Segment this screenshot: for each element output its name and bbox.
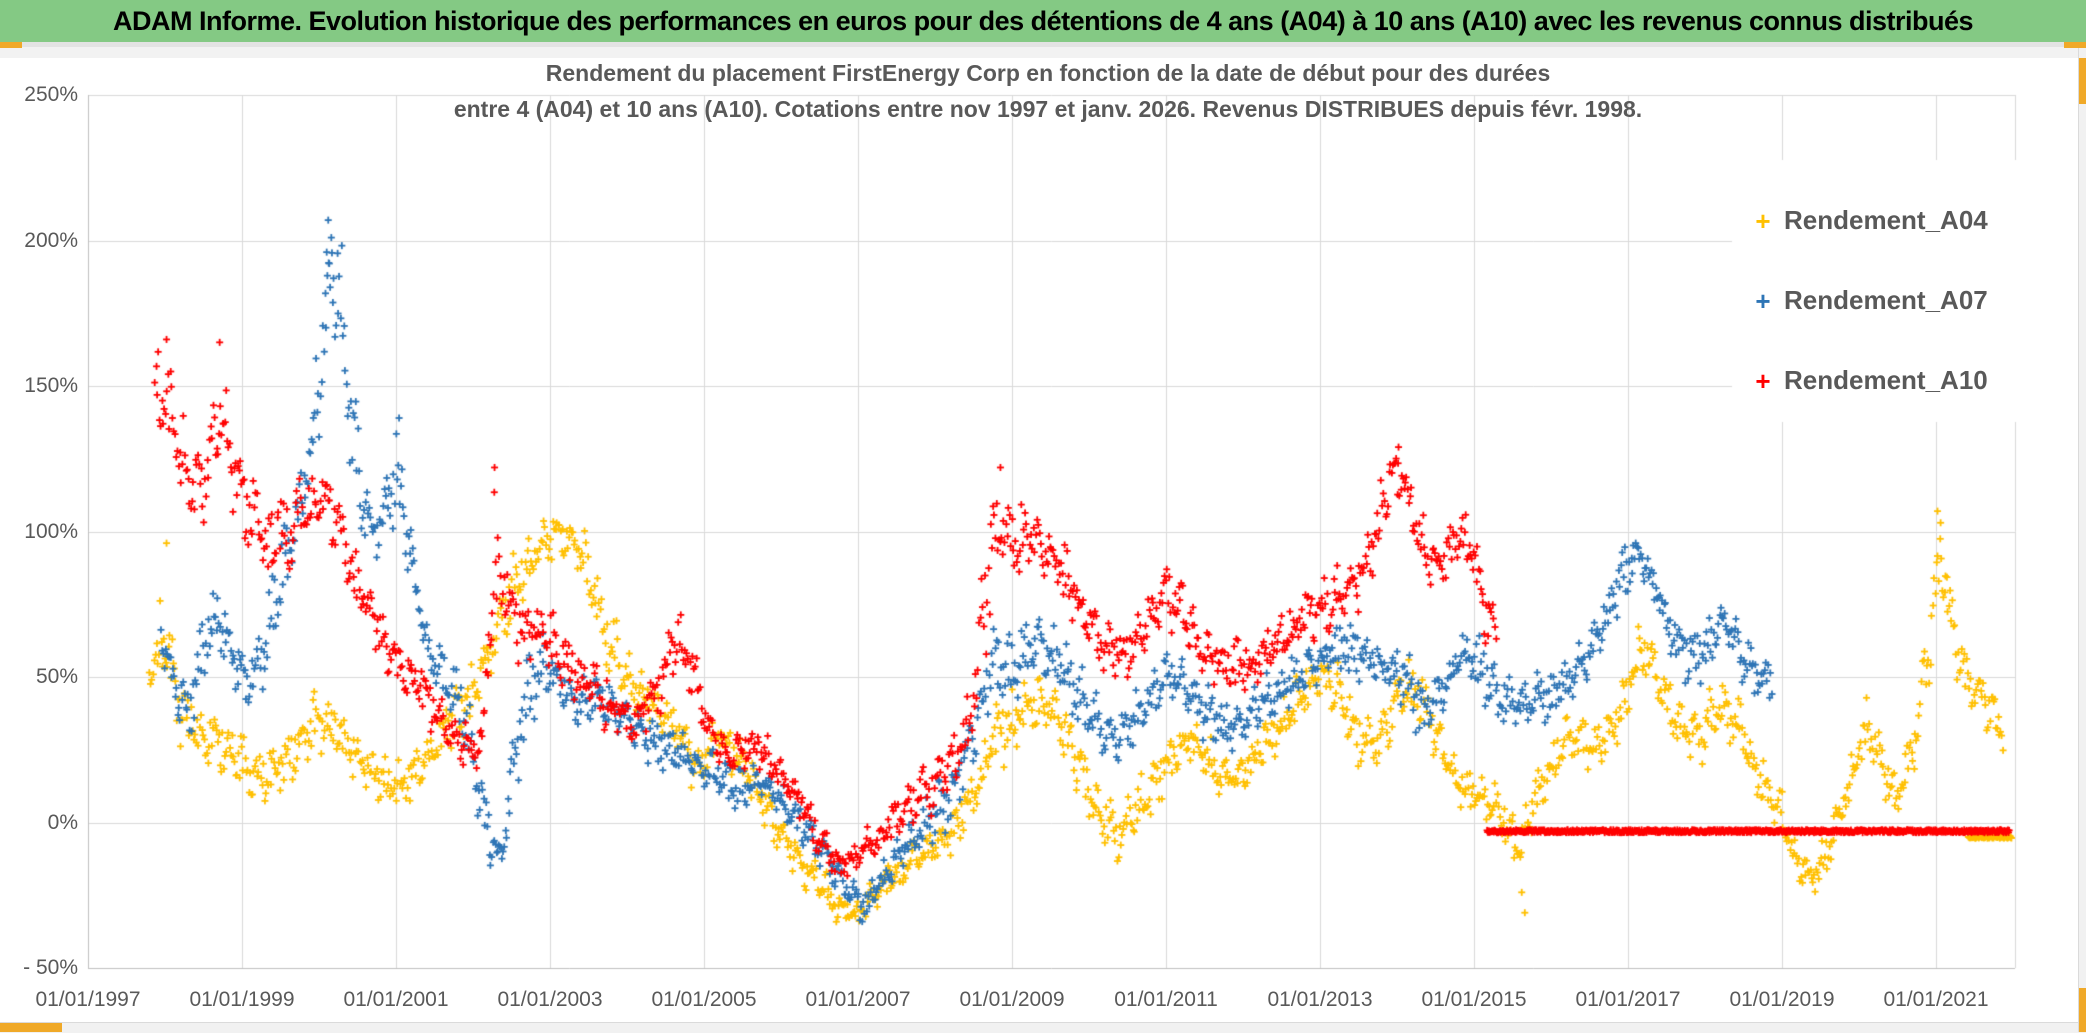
legend-plus-marker-icon: + (1755, 205, 1771, 236)
y-tick-label: - 50% (23, 956, 78, 979)
x-tick-label: 01/01/2015 (1421, 988, 1527, 1011)
horizontal-scrollbar-handle[interactable] (0, 1023, 62, 1032)
page-title: ADAM Informe. Evolution historique des p… (112, 5, 1974, 36)
legend-item-rendement_a04[interactable]: + Rendement_A04 (1748, 205, 1988, 236)
banner-underline-right-cap (2064, 42, 2086, 48)
banner-underline-left-cap (0, 42, 22, 48)
legend-plus-marker-icon: + (1755, 285, 1771, 316)
top-gray-strip (0, 47, 2086, 58)
x-tick-label: 01/01/2019 (1729, 988, 1835, 1011)
x-tick-label: 01/01/2001 (343, 988, 449, 1011)
y-tick-label: 150% (24, 374, 78, 397)
legend-item-rendement_a10[interactable]: + Rendement_A10 (1748, 365, 1988, 396)
legend-item-rendement_a07[interactable]: + Rendement_A07 (1748, 285, 1988, 316)
x-tick-label: 01/01/2017 (1575, 988, 1681, 1011)
header-banner: ADAM Informe. Evolution historique des p… (0, 0, 2086, 42)
y-tick-label: 250% (24, 83, 78, 106)
legend-label: Rendement_A10 (1784, 365, 1988, 395)
x-tick-label: 01/01/1997 (35, 988, 141, 1011)
legend-label: Rendement_A04 (1784, 205, 1988, 235)
x-tick-label: 01/01/2009 (959, 988, 1065, 1011)
y-tick-label: 200% (24, 228, 78, 252)
x-tick-label: 01/01/2005 (651, 988, 757, 1011)
vertical-scrollbar-handle-top[interactable] (2079, 58, 2086, 104)
legend-plus-marker-icon: + (1755, 365, 1771, 396)
chart-title-line1: Rendement du placement FirstEnergy Corp … (545, 60, 1551, 86)
y-tick-label: 50% (35, 665, 78, 688)
y-tick-label: 0% (47, 810, 78, 834)
legend-label: Rendement_A07 (1784, 285, 1988, 315)
x-tick-label: 01/01/2013 (1267, 988, 1373, 1011)
horizontal-scrollbar[interactable] (0, 1022, 2086, 1033)
x-tick-label: 01/01/2007 (805, 988, 911, 1011)
vertical-scrollbar-handle-bottom[interactable] (2079, 988, 2086, 1032)
x-tick-label: 01/01/1999 (189, 988, 295, 1011)
banner-underline (0, 42, 2086, 47)
vertical-scrollbar[interactable] (2078, 47, 2086, 1032)
x-tick-label: 01/01/2021 (1883, 988, 1989, 1011)
x-tick-label: 01/01/2011 (1114, 988, 1218, 1011)
chart-title-line2: entre 4 (A04) et 10 ans (A10). Cotations… (453, 96, 1643, 122)
y-tick-label: 100% (24, 519, 78, 543)
chart-title: Rendement du placement FirstEnergy Corp … (443, 60, 1653, 123)
x-tick-label: 01/01/2003 (497, 988, 603, 1011)
